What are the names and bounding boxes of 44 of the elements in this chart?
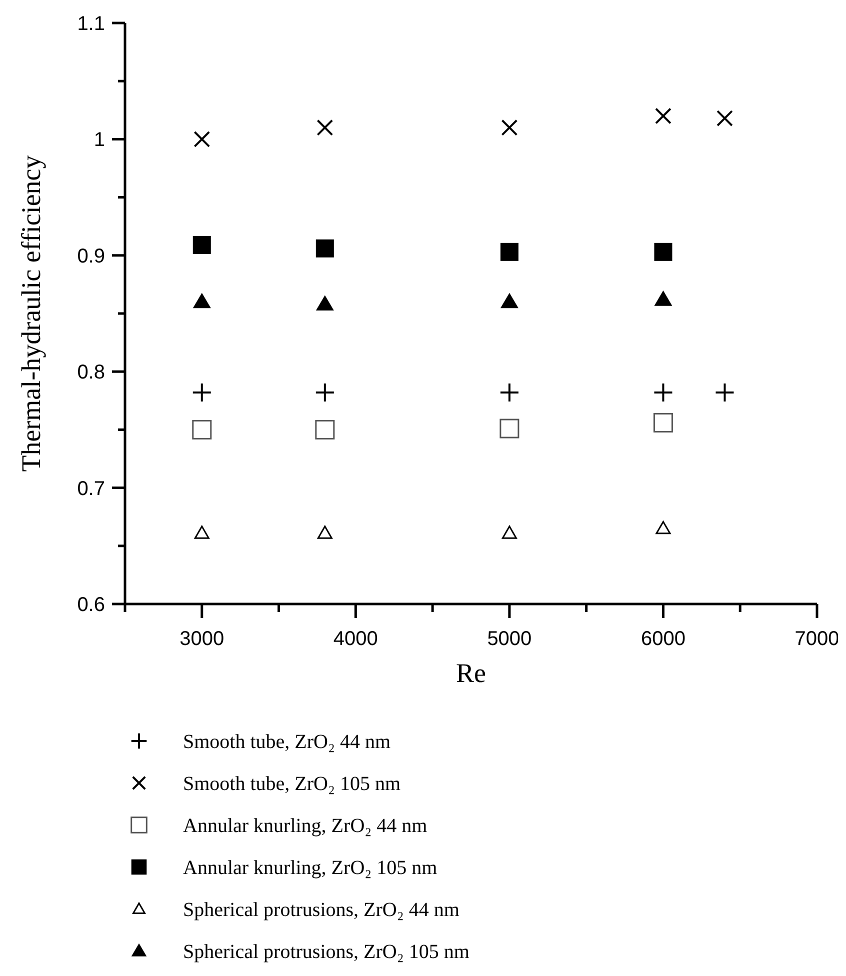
point: [192, 292, 211, 308]
x-tick-label: 3000: [180, 628, 224, 650]
legend-label: Smooth tube, ZrO₂ 44 nm: [183, 731, 391, 753]
point: [316, 239, 334, 258]
point: [655, 108, 672, 124]
point: [194, 131, 210, 148]
y-tick-label: 1: [94, 129, 105, 152]
legend-label: Spherical protrusions, ZrO₂ 105 nm: [183, 941, 470, 963]
legend-label: Annular knurling, ZrO₂ 105 nm: [183, 857, 438, 879]
point: [653, 412, 673, 432]
point: [316, 295, 334, 311]
y-tick-label: 0.9: [77, 245, 105, 268]
point: [502, 526, 517, 539]
point: [316, 119, 334, 136]
point: [192, 382, 212, 403]
point: [714, 382, 735, 403]
y-tick-label: 0.6: [77, 594, 105, 616]
x-tick-label: 6000: [640, 628, 686, 650]
point: [654, 290, 672, 306]
point: [192, 236, 211, 254]
x-axis-title: Re: [456, 658, 486, 688]
point: [315, 420, 335, 440]
legend-label: Spherical protrusions, ZrO₂ 44 nm: [183, 899, 460, 921]
y-axis-title: Thermal-hydraulic efficiency: [16, 154, 46, 472]
point: [499, 382, 520, 403]
point: [317, 526, 332, 539]
legend-label: Annular knurling, ZrO₂ 44 nm: [183, 815, 428, 837]
point: [500, 292, 518, 308]
point: [654, 242, 672, 261]
point: [656, 520, 671, 534]
x-tick-label: 5000: [487, 628, 532, 650]
x-tick-label: 4000: [333, 628, 378, 650]
y-tick-label: 0.7: [77, 478, 105, 500]
point: [314, 382, 335, 403]
point: [716, 110, 733, 126]
legend-label: Smooth tube, ZrO₂ 105 nm: [183, 773, 401, 795]
point: [192, 420, 212, 440]
point: [501, 119, 518, 136]
y-tick-label: 1.1: [77, 13, 105, 35]
point: [653, 382, 674, 403]
point: [500, 418, 520, 438]
y-tick-label: 0.8: [77, 362, 105, 384]
point: [194, 526, 210, 539]
point: [500, 242, 518, 261]
